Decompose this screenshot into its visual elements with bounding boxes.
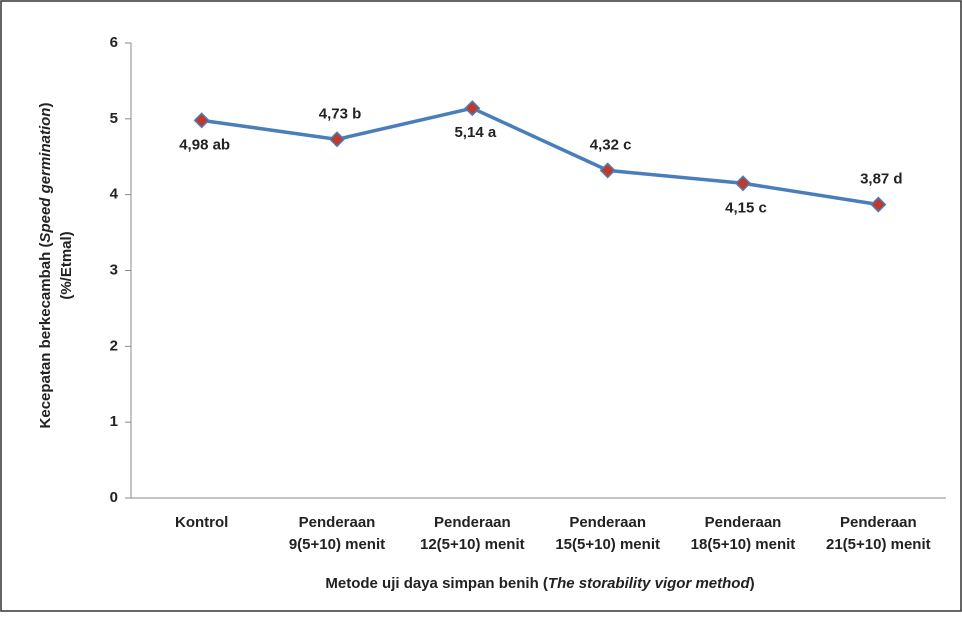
y-tick-label: 4 bbox=[110, 186, 119, 203]
y-tick-label: 0 bbox=[110, 489, 118, 506]
x-axis-label: Metode uji daya simpan benih (The storab… bbox=[325, 575, 754, 592]
y-tick-label: 5 bbox=[110, 110, 118, 127]
y-label-part: Speed germination bbox=[37, 108, 54, 243]
x-tick-label: 21(5+10) menit bbox=[826, 536, 931, 553]
y-label-part: (%/Etmal) bbox=[58, 231, 75, 299]
marker bbox=[193, 112, 210, 129]
data-label: 4,15 c bbox=[725, 199, 767, 216]
data-label: 4,73 b bbox=[319, 105, 362, 122]
data-label: 4,98 ab bbox=[179, 136, 230, 153]
x-tick-label: Penderaan bbox=[705, 514, 782, 531]
y-tick-label: 6 bbox=[110, 34, 118, 51]
line bbox=[201, 106, 879, 207]
y-tick-label: 3 bbox=[110, 261, 118, 278]
data-label: 3,87 d bbox=[860, 170, 903, 187]
y-label-part: ) bbox=[37, 103, 54, 108]
y-tick-label: 1 bbox=[110, 413, 118, 430]
y-tick-label: 2 bbox=[110, 337, 118, 354]
x-tick-label: Penderaan bbox=[569, 514, 646, 531]
marker bbox=[734, 175, 752, 192]
y-axis-label: (%/Etmal) bbox=[58, 231, 75, 299]
x-tick-label: 15(5+10) menit bbox=[555, 536, 660, 553]
marker bbox=[870, 196, 887, 213]
data-label: 5,14 a bbox=[454, 124, 496, 141]
x-tick-label: Penderaan bbox=[434, 514, 511, 531]
x-label-part: ) bbox=[750, 575, 755, 592]
x-tick-label: Penderaan bbox=[299, 514, 376, 531]
x-tick-label: 9(5+10) menit bbox=[289, 536, 385, 553]
marker bbox=[599, 162, 616, 179]
y-label-part: Kecepatan berkecambah ( bbox=[37, 243, 54, 429]
x-tick-label: 12(5+10) menit bbox=[420, 536, 525, 553]
x-tick-label: Penderaan bbox=[840, 514, 917, 531]
x-label-part: Metode uji daya simpan benih ( bbox=[325, 575, 548, 592]
marker bbox=[328, 131, 346, 148]
marker bbox=[464, 100, 481, 117]
x-label-part: The storability vigor method bbox=[548, 575, 751, 592]
x-tick-label: 18(5+10) menit bbox=[691, 536, 796, 553]
y-axis-label: Kecepatan berkecambah (Speed germination… bbox=[37, 103, 54, 429]
data-label: 4,32 c bbox=[590, 136, 632, 153]
x-tick-label: Kontrol bbox=[175, 514, 228, 531]
